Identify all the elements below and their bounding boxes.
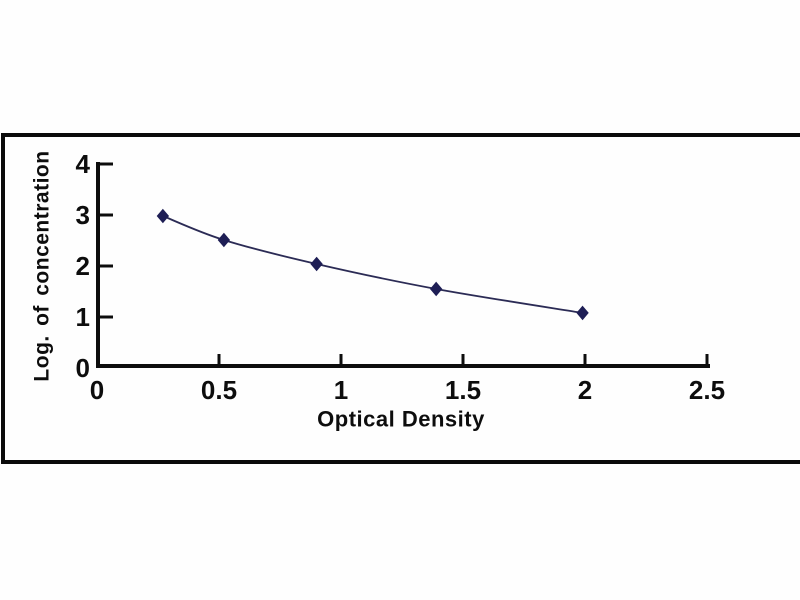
x-tick-label: 1 <box>334 375 348 405</box>
data-points <box>156 208 589 321</box>
axes <box>96 162 710 368</box>
y-tick-label: 3 <box>76 200 90 230</box>
y-tick-label: 0 <box>76 353 90 383</box>
data-point-marker <box>156 208 170 224</box>
data-point-marker <box>576 305 589 321</box>
y-axis-title: Log. of concentration <box>31 150 54 381</box>
y-tick-label: 1 <box>76 302 90 332</box>
x-tick-label: 0.5 <box>201 375 237 405</box>
x-tick-label: 2 <box>578 375 592 405</box>
x-tick-label: 1.5 <box>445 375 481 405</box>
tick-marks <box>99 162 709 365</box>
chart-frame <box>1 133 800 464</box>
x-tick-label: 0 <box>90 375 104 405</box>
data-point-marker <box>429 281 443 297</box>
y-tick-label: 2 <box>76 251 90 281</box>
x-tick-label: 2.5 <box>689 375 725 405</box>
data-point-marker <box>217 232 231 248</box>
x-axis-title: Optical Density <box>317 407 485 432</box>
tick-labels: 0 0.5 1 1.5 2 2.5 0 1 2 3 4 <box>76 149 726 405</box>
y-tick-label: 4 <box>76 149 91 179</box>
data-point-marker <box>310 256 323 272</box>
curve-line <box>162 215 583 314</box>
